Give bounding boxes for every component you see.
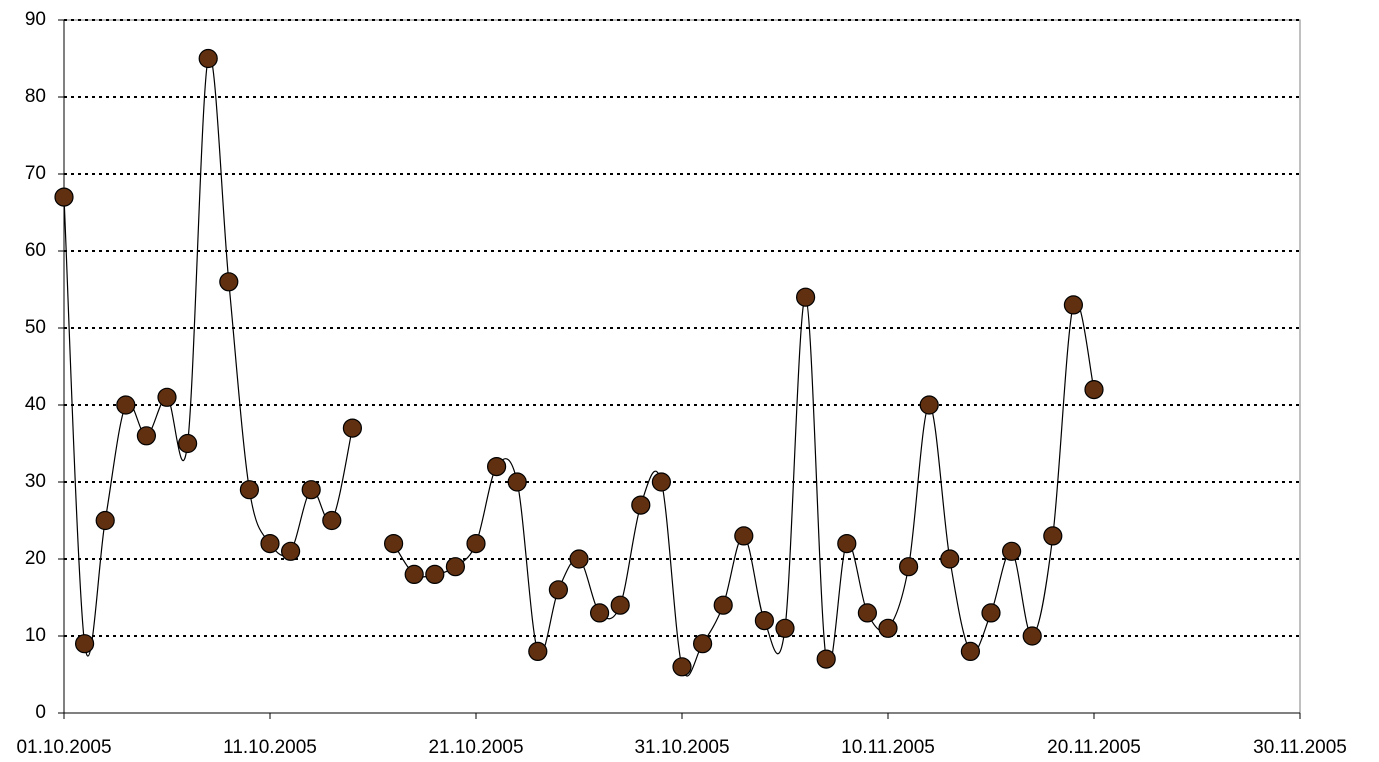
y-tick-label: 0 (35, 702, 46, 723)
data-point (54, 187, 74, 207)
data-point (589, 603, 610, 623)
x-tick-label: 11.10.2005 (223, 737, 317, 758)
data-point (837, 533, 857, 554)
data-point (981, 603, 1001, 623)
data-point (816, 649, 836, 669)
data-point (342, 418, 362, 438)
data-point (466, 533, 486, 554)
x-tick-label: 20.11.2005 (1047, 737, 1141, 758)
data-point (631, 495, 651, 515)
y-tick-label: 50 (25, 317, 46, 338)
x-tick-label: 31.10.2005 (634, 737, 729, 758)
data-point (940, 549, 960, 569)
data-point (857, 603, 878, 623)
data-point (198, 48, 218, 69)
data-point (692, 634, 713, 654)
data-point (1084, 380, 1104, 400)
y-tick-label: 40 (25, 394, 46, 415)
data-point (322, 510, 342, 531)
y-tick-label: 60 (25, 240, 46, 261)
series-line (393, 296, 1095, 677)
data-point (95, 510, 115, 531)
x-tick-label: 10.11.2005 (841, 737, 935, 758)
data-point (795, 287, 816, 307)
data-point (74, 634, 95, 654)
data-point (425, 564, 445, 585)
y-tick-label: 10 (25, 625, 46, 646)
data-point (548, 580, 569, 600)
data-point (178, 433, 198, 454)
data-point (507, 472, 527, 492)
data-point (136, 426, 156, 446)
data-point (775, 618, 795, 638)
data-point (1043, 526, 1063, 546)
data-point (919, 395, 939, 415)
data-point (713, 595, 733, 615)
data-point (754, 610, 775, 631)
data-point (239, 480, 259, 500)
data-point (960, 641, 981, 662)
data-point (487, 457, 507, 477)
data-point (157, 387, 177, 407)
data-point (651, 472, 672, 492)
data-point (1022, 626, 1042, 646)
data-point (898, 557, 919, 577)
data-point (281, 541, 301, 561)
y-tick-label: 20 (25, 548, 46, 569)
data-point (404, 564, 424, 585)
y-tick-label: 70 (25, 163, 46, 184)
data-point (528, 641, 548, 662)
data-point (1063, 295, 1084, 315)
data-point (219, 272, 239, 292)
x-tick-label: 01.10.2005 (16, 737, 111, 758)
data-point (1001, 541, 1022, 561)
data-point (445, 557, 465, 577)
data-point (672, 657, 692, 677)
y-tick-label: 90 (25, 9, 46, 30)
y-tick-label: 30 (25, 471, 46, 492)
data-point (878, 618, 898, 638)
y-tick-label: 80 (25, 86, 46, 107)
data-point (569, 549, 589, 569)
data-point (384, 533, 404, 554)
data-point (734, 526, 754, 546)
data-point (301, 480, 321, 500)
data-point (260, 533, 280, 554)
x-tick-label: 30.11.2005 (1253, 737, 1347, 758)
x-tick-label: 21.10.2005 (428, 737, 523, 758)
data-point (610, 595, 630, 615)
data-point (116, 395, 136, 415)
plot-area (63, 19, 1301, 714)
series-line (63, 55, 353, 657)
